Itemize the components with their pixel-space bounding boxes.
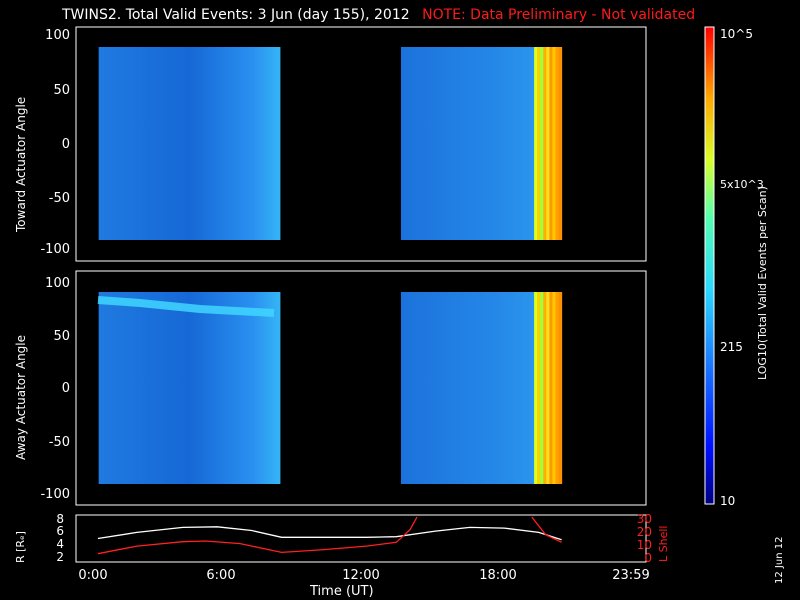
high-count-stripe [555, 47, 560, 240]
panel1-block1 [98, 47, 281, 240]
r-series-line [97, 526, 562, 541]
l-shell-series-line [97, 516, 418, 555]
orbit-rtick-1: 20 [636, 525, 652, 539]
cbar-tick-215: 215 [720, 340, 743, 354]
l-shell-ylabel: L Shell [657, 525, 670, 562]
preliminary-note: NOTE: Data Preliminary - Not validated [422, 7, 696, 23]
x-axis-label: Time (UT) [310, 584, 374, 599]
high-count-stripe [537, 292, 541, 484]
date-stamp: 12 Jun 12 [774, 536, 785, 584]
p2-ytick-0: 100 [45, 276, 70, 291]
high-count-stripe [558, 292, 563, 484]
orbit-rtick-2: 10 [636, 538, 652, 552]
away-ylabel: Away Actuator Angle [14, 334, 28, 460]
cbar-tick-5e3: 5x10^3 [720, 178, 764, 191]
panel2-block1 [98, 292, 281, 484]
high-count-stripe [549, 47, 553, 240]
xtick-1: 6:00 [206, 568, 236, 583]
panel2-frame [75, 270, 647, 506]
r-ylabel: R [Rₑ] [14, 531, 27, 563]
high-count-stripe [558, 47, 563, 240]
high-count-stripe [537, 47, 541, 240]
l-shell-series-line-2 [531, 516, 562, 543]
orbit-ltick-0: 8 [56, 512, 64, 526]
p1-ytick-3: -50 [48, 191, 70, 206]
high-count-stripe [534, 47, 538, 240]
panel1-high-count-stripes [534, 47, 563, 240]
p2-ytick-2: 0 [61, 381, 70, 396]
cbar-tick-top: 10^5 [720, 27, 753, 41]
orbit-rtick-0: 30 [636, 512, 652, 526]
p2-ytick-3: -50 [48, 435, 70, 450]
xtick-2: 12:00 [342, 568, 380, 583]
orbit-panel [75, 514, 647, 563]
high-count-stripe [546, 292, 550, 484]
high-count-stripe [543, 292, 547, 484]
orbit-frame [75, 514, 647, 563]
away-high-band [97, 296, 275, 317]
p1-ytick-1: 50 [53, 83, 70, 98]
xtick-4: 23:59 [612, 568, 650, 583]
page-title: TWINS2. Total Valid Events: 3 Jun (day 1… [62, 7, 695, 23]
high-count-stripe [549, 292, 553, 484]
toward-angle-panel [75, 26, 647, 262]
colorbar-gradient [704, 26, 715, 505]
orbit-ltick-1: 6 [56, 524, 64, 538]
cbar-tick-10: 10 [720, 494, 736, 508]
toward-ylabel: Toward Actuator Angle [14, 96, 28, 232]
p1-ytick-4: -100 [40, 242, 70, 257]
high-count-stripe [540, 292, 544, 484]
xtick-3: 18:00 [479, 568, 517, 583]
panel2-high-count-stripes [534, 292, 563, 484]
orbit-rtick-3: 0 [644, 551, 652, 565]
p2-ytick-1: 50 [53, 329, 70, 344]
high-count-stripe [540, 47, 544, 240]
p1-ytick-0: 100 [45, 28, 70, 43]
high-count-stripe [543, 47, 547, 240]
p1-ytick-2: 0 [61, 137, 70, 152]
high-count-stripe [534, 292, 538, 484]
panel1-frame [75, 26, 647, 262]
colorbar [704, 26, 715, 505]
title-text: TWINS2. Total Valid Events: 3 Jun (day 1… [62, 7, 410, 23]
high-count-stripe [555, 292, 560, 484]
orbit-ltick-3: 2 [56, 550, 64, 564]
high-count-stripe [546, 47, 550, 240]
orbit-ltick-2: 4 [56, 537, 64, 551]
colorbar-label: LOG10(Total Valid Events per Scan) [756, 186, 769, 380]
high-count-stripe [552, 47, 557, 240]
away-angle-panel [75, 270, 647, 506]
p2-ytick-4: -100 [40, 487, 70, 502]
xtick-0: 0:00 [78, 568, 108, 583]
high-count-stripe [552, 292, 557, 484]
